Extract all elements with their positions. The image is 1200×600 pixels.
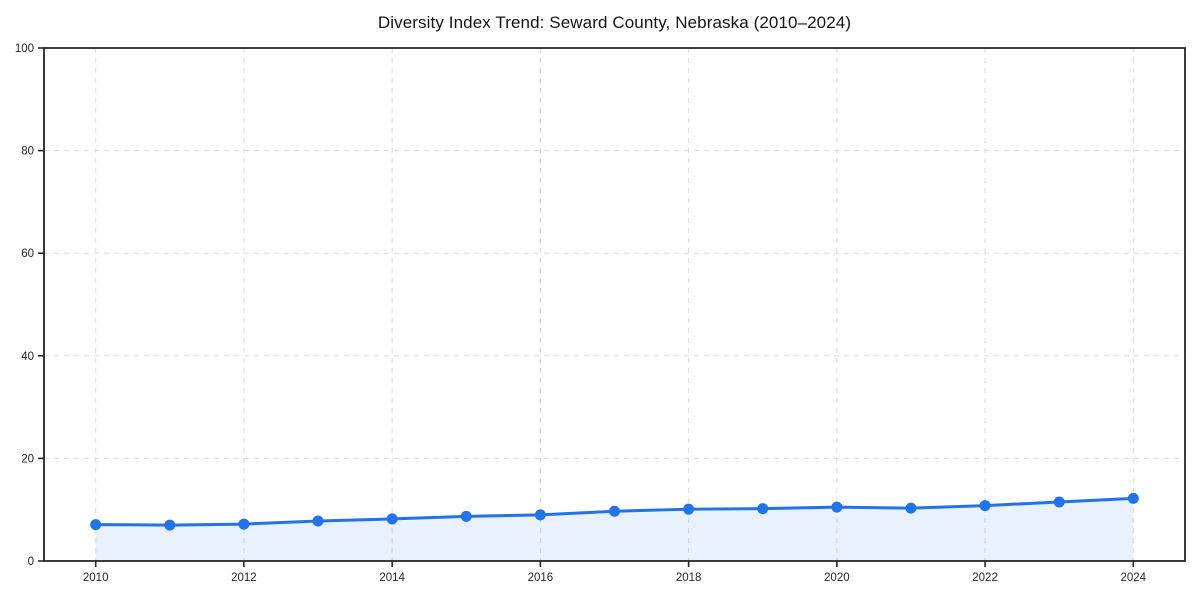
y-tick-label: 40 [21,351,34,363]
y-tick-label: 80 [21,146,34,158]
data-point-marker [312,515,324,527]
data-point-marker [609,505,620,517]
series-area-fill [95,498,1134,561]
data-point-marker [905,502,917,514]
x-tick-label: 2020 [824,572,850,584]
data-point-marker [757,503,769,515]
y-tick-label: 60 [21,248,34,260]
y-tick-label: 20 [21,453,34,465]
data-point-marker [979,500,991,512]
x-tick-label: 2012 [231,572,257,584]
data-point-marker [831,501,843,513]
x-tick-label: 2022 [972,572,998,584]
x-tick-label: 2014 [379,572,405,584]
data-point-marker [1053,496,1065,508]
data-point-marker [238,518,250,530]
chart-title: Diversity Index Trend: Seward County, Ne… [377,13,852,32]
data-point-marker [386,513,398,525]
data-point-marker [90,519,102,531]
data-point-marker [683,503,695,515]
data-point-marker [534,509,546,521]
x-tick-label: 2018 [676,572,702,584]
data-point-marker [460,510,472,522]
data-point-marker [164,519,176,531]
x-tick-label: 2010 [83,572,109,584]
y-tick-label: 0 [28,556,34,568]
data-point-marker [1127,492,1139,504]
x-tick-label: 2016 [528,572,554,584]
x-tick-label: 2024 [1121,572,1147,584]
y-tick-label: 100 [15,43,34,55]
plot-border [43,47,1186,562]
